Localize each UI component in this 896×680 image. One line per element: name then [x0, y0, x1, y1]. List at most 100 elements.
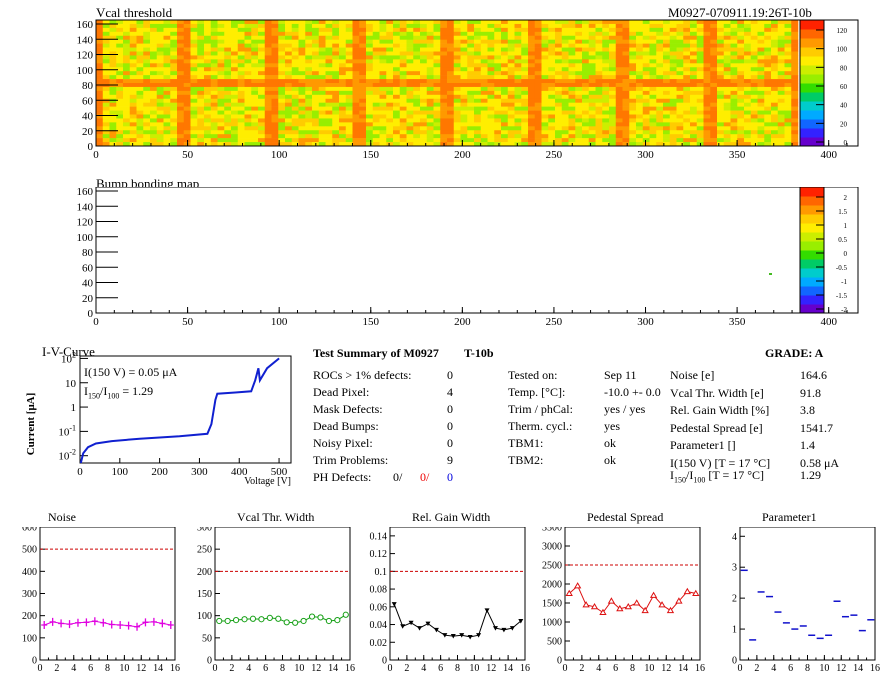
iv-ytick: 1 [71, 402, 77, 414]
iv-ytick: 10 [65, 378, 77, 390]
small-chart-xtick: 16 [345, 663, 355, 674]
series-line [393, 603, 522, 638]
small-chart-xtick: 2 [404, 663, 409, 674]
data-point [342, 611, 349, 618]
data-point [408, 620, 414, 626]
small-chart-xtick: 10 [469, 663, 479, 674]
data-point [216, 617, 223, 625]
small-chart-title: Pedestal Spread [587, 510, 664, 524]
small-chart-xtick: 2 [54, 663, 59, 674]
data-point [232, 617, 240, 624]
heatmap-2-palette-tick: -1 [841, 278, 847, 286]
summary-test-row: TBM1: ok [508, 436, 616, 451]
heatmap-2-xtick: 50 [182, 316, 194, 328]
summary-metric-row: Noise [e] 164.6 [670, 368, 827, 383]
data-point [266, 614, 273, 621]
summary-metric-label: Parameter1 [] [670, 438, 736, 452]
data-point [167, 620, 174, 629]
heatmap-2-xtick: 400 [820, 316, 837, 328]
iv-xtick: 500 [271, 466, 288, 478]
heatmap-2-palette-tick: -2 [841, 306, 847, 314]
bump-bonding-heatmap: 0 50 100 150 200 250 300 350 4000204060801001201… [77, 187, 859, 328]
heatmap-1-palette-tick: 100 [837, 46, 848, 54]
small-chart-xtick: 4 [771, 663, 776, 674]
summary-test-row: TBM2: ok [508, 453, 616, 468]
summary-test-row: Therm. cycl.: yes [508, 419, 620, 434]
iv-ylabel: Current [μA] [25, 393, 37, 456]
heatmap-1-xtick: 400 [820, 149, 837, 161]
heatmap-1-palette-tick: 20 [840, 120, 848, 128]
heatmap-2-xtick: 300 [637, 316, 654, 328]
heatmap-2-ytick: 120 [77, 217, 94, 229]
data-point [582, 601, 590, 608]
summary-defect-row: Mask Defects: 0 [313, 402, 453, 417]
data-point [283, 619, 290, 626]
summary-test-label: TBM2: [508, 453, 544, 467]
data-point [484, 608, 490, 613]
small-chart-xtick: 12 [311, 663, 321, 674]
small-chart-xtick: 14 [153, 663, 163, 674]
small-chart-xtick: 12 [836, 663, 846, 674]
heatmap-2-xtick: 150 [363, 316, 380, 328]
small-chart-xtick: 4 [246, 663, 251, 674]
summary-defect-value: 4 [447, 385, 453, 399]
small-chart-title: Noise [48, 510, 76, 524]
heatmap-1-xtick: 150 [363, 149, 380, 161]
small-chart-xtick: 6 [438, 663, 443, 674]
small-chart-ytick: 500 [22, 545, 37, 556]
ph-defects-row: PH Defects: 0/ 0/ 0 [313, 470, 453, 484]
small-chart-xtick: 8 [105, 663, 110, 674]
summary-defect-value: 0 [447, 402, 453, 416]
data-point [692, 589, 700, 596]
data-point [325, 617, 333, 625]
iv-xtick: 400 [231, 466, 248, 478]
summary-defect-row: Dead Bumps: 0 [313, 419, 453, 434]
small-chart-ytick: 0 [732, 656, 737, 667]
small-chart-xtick: 0 [388, 663, 393, 674]
summary-metric-label: Pedestal Spread [e] [670, 420, 763, 435]
small-chart-ytick: 200 [197, 567, 212, 578]
small-chart-ytick: 400 [22, 567, 37, 578]
small-chart-xtick: 2 [754, 663, 759, 674]
data-point [666, 606, 675, 614]
heatmap-1-ytick: 40 [82, 111, 94, 123]
small-chart-ytick: 50 [202, 633, 212, 644]
small-chart-xtick: 16 [695, 663, 705, 674]
heatmap-1-palette-tick: 120 [837, 27, 848, 35]
iv-xlabel: Voltage [V] [244, 476, 291, 487]
heatmap-1-xtick: 250 [546, 149, 563, 161]
heatmap-2-xtick: 250 [546, 316, 563, 328]
small-chart-xtick: 10 [294, 663, 304, 674]
small-chart-xtick: 4 [596, 663, 601, 674]
summary-metric-row: Parameter1 [] 1.4 [670, 438, 815, 453]
data-point [317, 614, 324, 621]
summary-metric-row: I(150 V) [T = 17 °C] 0.58 μA [670, 456, 839, 471]
data-point [134, 622, 141, 631]
series-line [44, 620, 171, 628]
data-point [658, 601, 666, 608]
small-chart-xtick: 14 [503, 663, 513, 674]
data-point [417, 626, 423, 631]
small-chart-title: Parameter1 [762, 510, 817, 524]
small-chart-ytick: 600 [22, 527, 37, 534]
small-chart-xtick: 4 [71, 663, 76, 674]
summary-test-value: -10.0 +- 0.0 [604, 385, 661, 399]
small-chart-ytick: 150 [197, 589, 212, 600]
summary-test-value: yes [604, 419, 620, 433]
small-chart-ytick: 0.04 [370, 620, 388, 631]
data-point [624, 603, 632, 610]
heatmap-2-palette-tick: -1.5 [836, 292, 848, 300]
small-chart-xtick: 8 [805, 663, 810, 674]
small-chart-4: 0 2 4 6 8 10 12 14 16050010001500200025003000350… [542, 527, 705, 674]
summary-defect-label: Dead Pixel: [313, 385, 370, 399]
data-point [74, 618, 81, 627]
heatmap-1-xtick: 50 [182, 149, 194, 161]
summary-test-row: Tested on: Sep 11 [508, 368, 637, 383]
small-chart-xtick: 0 [738, 663, 743, 674]
heatmap-2-palette-tick: 1 [844, 222, 848, 230]
summary-test-value: Sep 11 [604, 368, 637, 382]
small-chart-xtick: 6 [263, 663, 268, 674]
small-chart-ytick: 1 [732, 625, 737, 636]
heatmap-2-xtick: 0 [93, 316, 99, 328]
